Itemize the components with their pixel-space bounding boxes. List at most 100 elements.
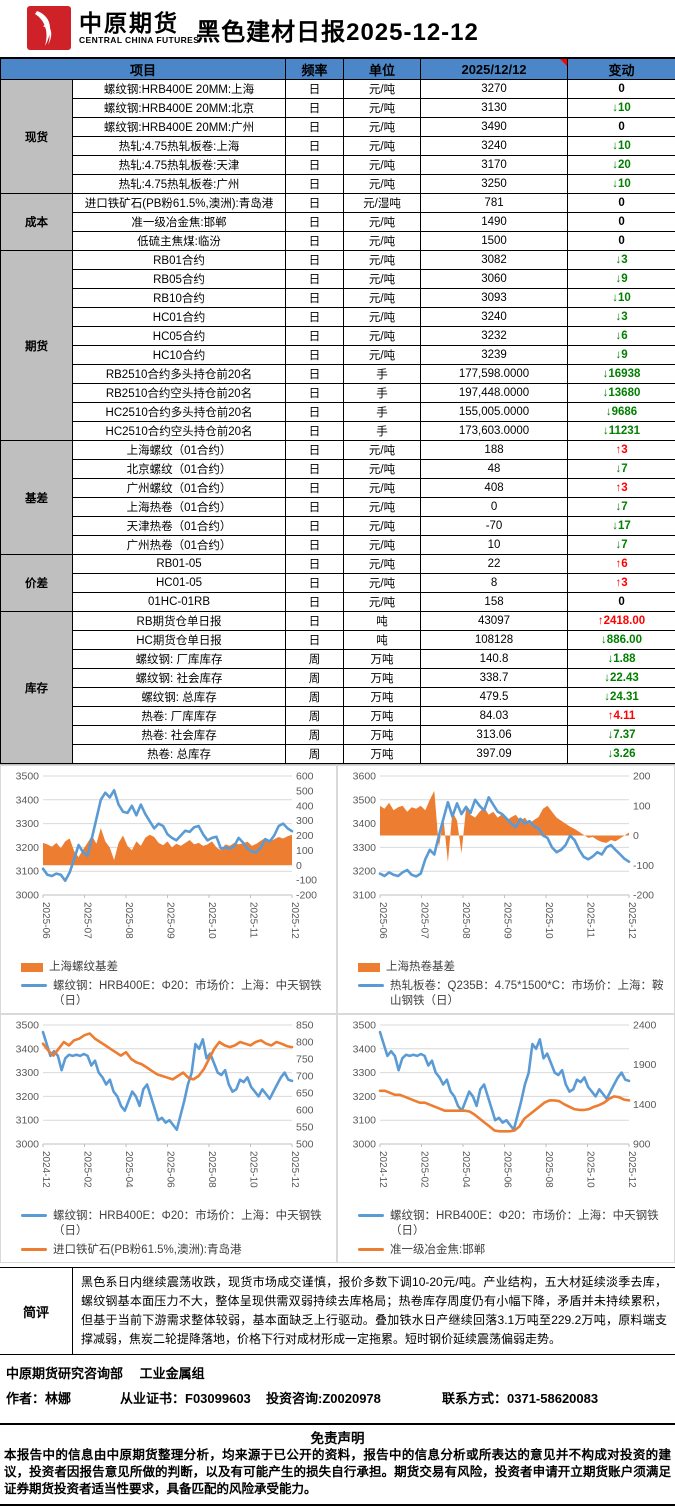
svg-text:2024-12: 2024-12 xyxy=(40,1151,51,1188)
val-cell: 3270 xyxy=(421,80,568,99)
freq-cell: 周 xyxy=(286,650,344,669)
unit-cell: 元/吨 xyxy=(344,118,421,137)
section-label: 成本 xyxy=(1,194,73,251)
val-cell: 3082 xyxy=(421,251,568,270)
item-cell: 低硫主焦煤:临汾 xyxy=(73,232,286,251)
legend-item: 螺纹钢：HRB400E：Φ20：市场价：上海：中天钢铁（日） xyxy=(358,1209,672,1239)
item-cell: HC05合约 xyxy=(73,327,286,346)
val-cell: 3060 xyxy=(421,270,568,289)
chart-legend: 上海螺纹基差螺纹钢：HRB400E：Φ20：市场价：上海：中天钢铁（日） xyxy=(3,960,334,1009)
change-cell: 0 xyxy=(568,232,675,251)
col-header-unit: 单位 xyxy=(344,59,421,80)
change-cell: ↓3.26 xyxy=(568,745,675,764)
freq-cell: 日 xyxy=(286,232,344,251)
change-cell: ↓9686 xyxy=(568,403,675,422)
item-cell: RB10合约 xyxy=(73,289,286,308)
unit-cell: 手 xyxy=(344,422,421,441)
unit-cell: 元/吨 xyxy=(344,346,421,365)
svg-text:3500: 3500 xyxy=(353,794,377,806)
svg-text:3200: 3200 xyxy=(353,866,377,878)
item-cell: 进口铁矿石(PB粉61.5%,澳洲):青岛港 xyxy=(73,194,286,213)
freq-cell: 日 xyxy=(286,403,344,422)
contact-phone: 联系方式：0371-58620083 xyxy=(442,1388,598,1407)
freq-cell: 日 xyxy=(286,308,344,327)
freq-cell: 日 xyxy=(286,270,344,289)
freq-cell: 日 xyxy=(286,99,344,118)
unit-cell: 元/吨 xyxy=(344,175,421,194)
change-cell: ↓7 xyxy=(568,460,675,479)
legend-line-swatch xyxy=(21,1248,47,1251)
change-cell: ↑4.11 xyxy=(568,707,675,726)
val-cell: 3170 xyxy=(421,156,568,175)
freq-cell: 日 xyxy=(286,593,344,612)
val-cell: -70 xyxy=(421,517,568,536)
svg-text:3000: 3000 xyxy=(353,1139,377,1151)
unit-cell: 元/吨 xyxy=(344,251,421,270)
legend-line-swatch xyxy=(358,1248,384,1251)
freq-cell: 周 xyxy=(286,726,344,745)
item-cell: RB2510合约空头持仓前20名 xyxy=(73,384,286,403)
item-cell: 热卷: 总库存 xyxy=(73,745,286,764)
item-cell: 螺纹钢:HRB400E 20MM:上海 xyxy=(73,80,286,99)
freq-cell: 日 xyxy=(286,118,344,137)
change-cell: ↑2418.00 xyxy=(568,612,675,631)
change-cell: 0 xyxy=(568,593,675,612)
svg-text:2025-06: 2025-06 xyxy=(377,902,388,939)
item-cell: HC期货仓单日报 xyxy=(73,631,286,650)
svg-text:2025-10: 2025-10 xyxy=(543,902,554,939)
item-cell: 螺纹钢: 社会库存 xyxy=(73,669,286,688)
legend-area-swatch xyxy=(358,963,380,972)
val-cell: 22 xyxy=(421,555,568,574)
change-cell: ↓20 xyxy=(568,156,675,175)
change-cell: 0 xyxy=(568,213,675,232)
item-cell: 热轧:4.75热轧板卷:广州 xyxy=(73,175,286,194)
freq-cell: 周 xyxy=(286,707,344,726)
svg-text:3000: 3000 xyxy=(16,1139,40,1151)
unit-cell: 元/吨 xyxy=(344,289,421,308)
svg-text:600: 600 xyxy=(296,771,314,783)
svg-text:3500: 3500 xyxy=(353,1020,377,1032)
val-cell: 3250 xyxy=(421,175,568,194)
legend-item: 热轧板卷：Q235B：4.75*1500*C：市场价：上海：鞍山钢铁（日） xyxy=(358,979,672,1009)
legend-item: 上海螺纹基差 xyxy=(21,960,334,975)
svg-text:3600: 3600 xyxy=(353,771,377,783)
practice-cert: 从业证书：F03099603 xyxy=(120,1388,266,1407)
freq-cell: 周 xyxy=(286,669,344,688)
svg-text:2025-12: 2025-12 xyxy=(289,902,300,939)
change-cell: ↓22.43 xyxy=(568,669,675,688)
item-cell: 热轧:4.75热轧板卷:上海 xyxy=(73,137,286,156)
freq-cell: 日 xyxy=(286,555,344,574)
svg-text:-200: -200 xyxy=(296,890,317,902)
svg-text:2025-08: 2025-08 xyxy=(123,902,134,939)
freq-cell: 日 xyxy=(286,441,344,460)
freq-cell: 日 xyxy=(286,479,344,498)
svg-text:500: 500 xyxy=(296,1139,314,1151)
unit-cell: 手 xyxy=(344,403,421,422)
change-cell: ↓24.31 xyxy=(568,688,675,707)
svg-text:2025-04: 2025-04 xyxy=(123,1151,134,1188)
unit-cell: 元/吨 xyxy=(344,327,421,346)
svg-text:2025-02: 2025-02 xyxy=(82,1151,93,1188)
legend-line-swatch xyxy=(21,984,47,987)
unit-cell: 元/吨 xyxy=(344,270,421,289)
change-cell: ↓16938 xyxy=(568,365,675,384)
item-cell: 螺纹钢:HRB400E 20MM:北京 xyxy=(73,99,286,118)
item-cell: HC01-05 xyxy=(73,574,286,593)
unit-cell: 元/吨 xyxy=(344,498,421,517)
item-cell: 北京螺纹（01合约） xyxy=(73,460,286,479)
svg-text:3400: 3400 xyxy=(16,794,40,806)
svg-text:2025-09: 2025-09 xyxy=(502,902,513,939)
